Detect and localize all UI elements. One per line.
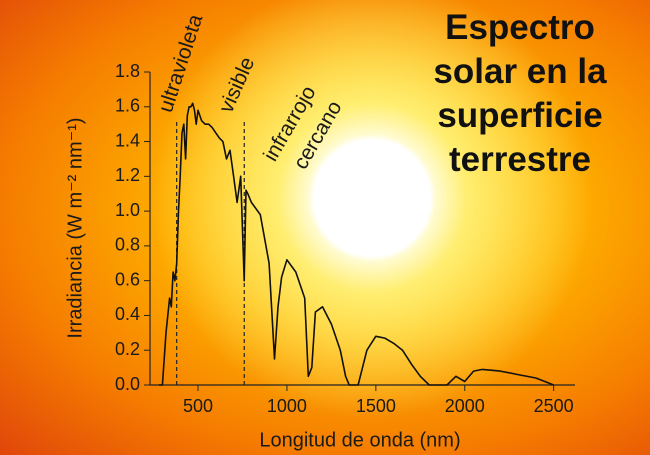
- y-axis-label: Irradiancia (W m⁻² nm⁻¹): [64, 117, 86, 338]
- y-tick-label: 0.0: [115, 374, 140, 394]
- x-axis-label: Longitud de onda (nm): [259, 429, 460, 451]
- x-tick-label: 2000: [445, 396, 485, 416]
- spectrum-line: [158, 102, 554, 386]
- y-tick-label: 0.8: [115, 235, 140, 255]
- x-tick-label: 1500: [356, 396, 396, 416]
- y-tick-label: 1.0: [115, 200, 140, 220]
- y-tick-label: 1.2: [115, 165, 140, 185]
- y-tick-label: 0.4: [115, 304, 140, 324]
- annotation: ultravioleta: [154, 11, 207, 115]
- y-tick-label: 0.6: [115, 269, 140, 289]
- annotation: visible: [215, 54, 260, 117]
- y-tick-label: 1.6: [115, 96, 140, 116]
- y-tick-label: 1.8: [115, 61, 140, 81]
- chart-title: Espectro solar en la superficie terrestr…: [433, 8, 607, 179]
- x-tick-label: 1000: [267, 396, 307, 416]
- y-tick-label: 1.4: [115, 130, 140, 150]
- y-tick-label: 0.2: [115, 339, 140, 359]
- x-tick-label: 2500: [534, 396, 574, 416]
- x-tick-label: 500: [183, 396, 213, 416]
